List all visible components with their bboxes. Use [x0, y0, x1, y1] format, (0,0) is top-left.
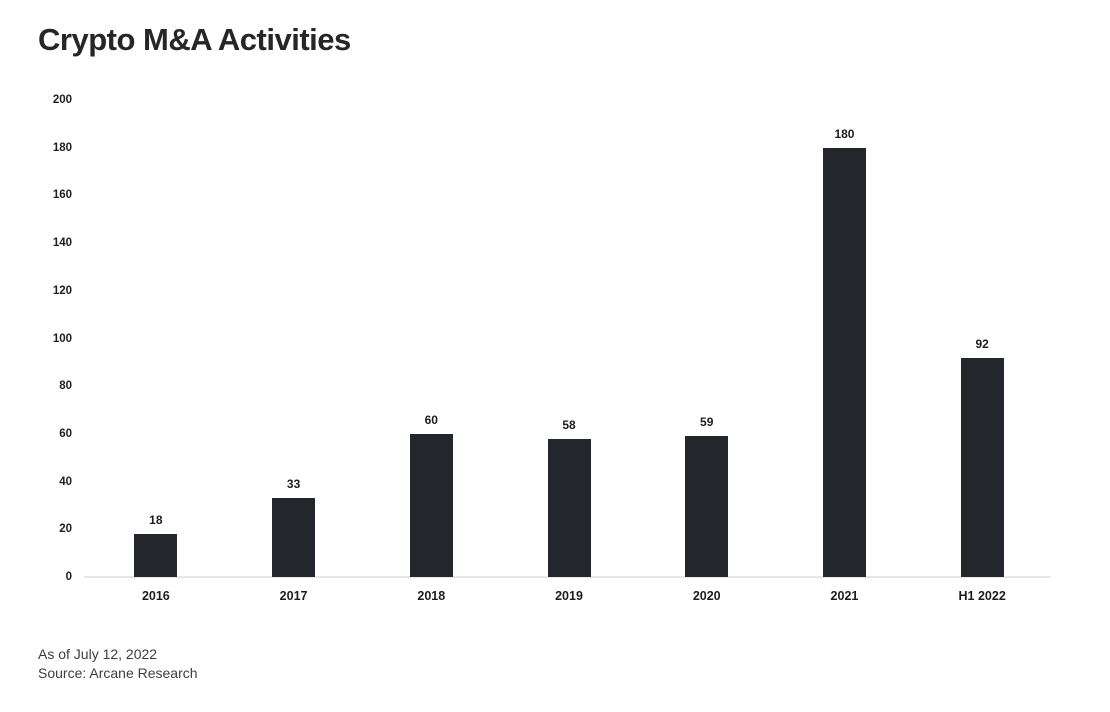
bar-2018 [409, 433, 453, 577]
bar-2020 [685, 436, 729, 577]
x-tick-label: 2020 [692, 589, 721, 603]
bar-value-label: 58 [562, 417, 576, 432]
bar-2016 [134, 534, 178, 577]
y-tick-label: 100 [52, 332, 72, 345]
y-tick-label: 80 [59, 380, 72, 393]
bar-value-label: 180 [834, 126, 855, 141]
bar-H1 2022 [960, 357, 1004, 577]
y-tick-label: 0 [65, 571, 72, 583]
x-tick-label: H1 2022 [958, 589, 1006, 603]
bar-2017 [272, 498, 316, 577]
bar-value-label: 92 [975, 336, 989, 351]
x-tick-label: 2016 [141, 589, 170, 603]
bar-2019 [547, 438, 591, 577]
source-credit: Source: Arcane Research [38, 665, 198, 681]
bar-2021 [822, 147, 866, 577]
bar-slot: 18 [87, 100, 225, 577]
x-axis-baseline [84, 576, 1051, 578]
x-axis: 2016 2017 2018 2019 2020 2021 H1 2022 [87, 589, 1051, 603]
y-tick-label: 160 [52, 189, 72, 202]
chart-footer: As of July 12, 2022 Source: Arcane Resea… [38, 645, 198, 683]
bar-slot: 92 [913, 100, 1051, 577]
y-tick-label: 200 [52, 94, 72, 106]
x-tick-label: 2019 [555, 589, 583, 603]
bar-value-label: 60 [424, 412, 438, 427]
chart-title: Crypto M&A Activities [38, 22, 351, 57]
y-tick-label: 120 [52, 284, 72, 297]
bar-slot: 33 [225, 100, 363, 577]
bar-slot: 180 [776, 100, 914, 577]
bar-value-label: 18 [149, 513, 163, 528]
x-tick-label: 2018 [417, 589, 446, 603]
bar-value-label: 33 [286, 477, 301, 492]
y-axis: 0 20 40 60 80 100 120 140 160 180 200 [38, 94, 72, 583]
y-tick-label: 20 [59, 523, 72, 536]
bar-slot: 60 [362, 100, 500, 577]
y-tick-label: 60 [59, 427, 72, 440]
bar-slot: 58 [500, 100, 638, 577]
x-tick-label: 2017 [279, 589, 308, 603]
y-tick-label: 180 [52, 141, 72, 154]
bar-value-label: 59 [700, 415, 714, 430]
y-tick-label: 140 [52, 237, 72, 250]
bar-slot: 59 [638, 100, 776, 577]
bar-plot-area: 18 33 60 58 59 180 92 [87, 100, 1051, 577]
as-of-date: As of July 12, 2022 [38, 646, 158, 662]
x-tick-label: 2021 [830, 589, 859, 603]
y-tick-label: 40 [59, 475, 72, 488]
